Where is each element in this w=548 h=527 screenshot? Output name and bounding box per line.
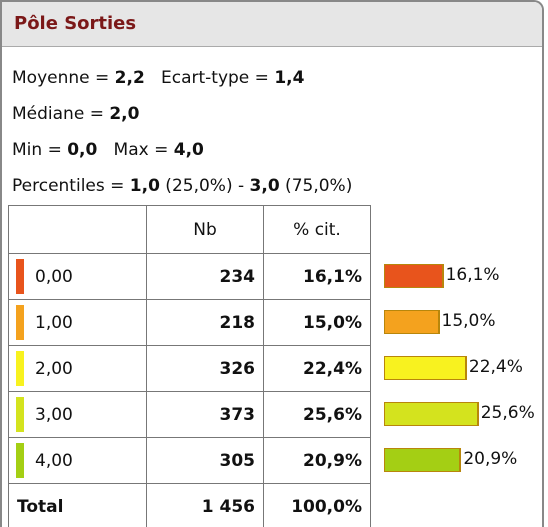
color-swatch [16, 351, 24, 386]
stat-line: Min = 0,0 Max = 4,0 [12, 140, 204, 160]
color-swatch [16, 259, 24, 294]
stat-text: 2,0 [109, 104, 140, 124]
percent: 16,1% [263, 253, 371, 300]
stat-text: Médiane = [12, 104, 110, 124]
total-label: Total [8, 483, 147, 527]
row-label: 3,00 [8, 391, 147, 438]
bar [384, 264, 444, 288]
bar [384, 402, 479, 426]
stat-text: Max = [97, 140, 174, 160]
stat-text: 0,0 [67, 140, 98, 160]
row-label: 4,00 [8, 437, 147, 484]
stat-text: Moyenne = [12, 68, 115, 88]
stat-line: Moyenne = 2,2 Ecart-type = 1,4 [12, 68, 304, 88]
stat-text: 3,0 [249, 176, 280, 196]
stat-text: 1,4 [274, 68, 305, 88]
stat-text: Ecart-type = [144, 68, 275, 88]
stat-text: 1,0 [129, 176, 160, 196]
row-label: 1,00 [8, 299, 147, 346]
color-swatch [16, 397, 24, 432]
bar [384, 356, 467, 380]
bar-label: 16,1% [445, 265, 500, 285]
total-percent: 100,0% [263, 483, 371, 527]
stat-text: Min = [12, 140, 68, 160]
percent: 15,0% [263, 299, 371, 346]
percent: 22,4% [263, 345, 371, 392]
bar-label: 15,0% [441, 311, 496, 331]
stat-text: (25,0%) - [159, 176, 250, 196]
count: 305 [146, 437, 264, 484]
percent: 20,9% [263, 437, 371, 484]
bar-label: 22,4% [468, 357, 523, 377]
row-label: 0,00 [8, 253, 147, 300]
header-blank [8, 205, 147, 254]
percent: 25,6% [263, 391, 371, 438]
count: 218 [146, 299, 264, 346]
column-header: % cit. [263, 205, 371, 254]
count: 326 [146, 345, 264, 392]
count: 373 [146, 391, 264, 438]
stat-text: 4,0 [173, 140, 204, 160]
stat-text: Percentiles = [12, 176, 130, 196]
count: 234 [146, 253, 264, 300]
stat-text: 2,2 [114, 68, 145, 88]
color-swatch [16, 305, 24, 340]
title-bar: Pôle Sorties [2, 2, 542, 47]
title: Pôle Sorties [14, 13, 137, 34]
bar [384, 310, 440, 334]
total-count: 1 456 [146, 483, 264, 527]
stat-line: Médiane = 2,0 [12, 104, 139, 124]
stat-line: Percentiles = 1,0 (25,0%) - 3,0 (75,0%) [12, 176, 352, 196]
color-swatch [16, 443, 24, 478]
column-header: Nb [146, 205, 264, 254]
bar [384, 448, 462, 472]
stat-text: (75,0%) [279, 176, 353, 196]
bar-label: 25,6% [480, 403, 535, 423]
bar-label: 20,9% [463, 449, 518, 469]
row-label: 2,00 [8, 345, 147, 392]
